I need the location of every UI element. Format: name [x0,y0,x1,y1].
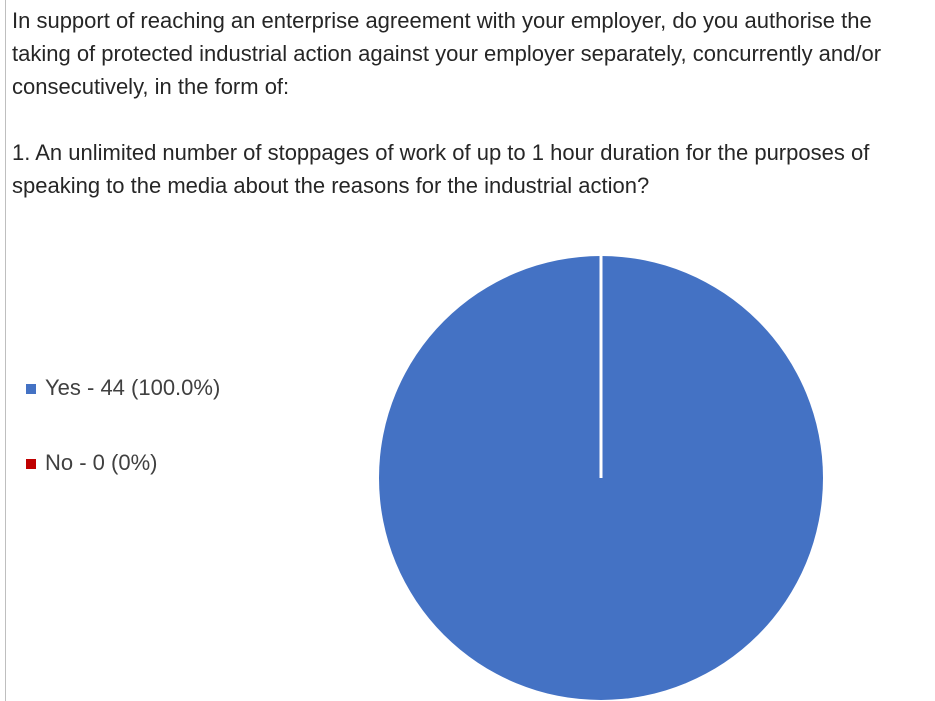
legend-label: No - 0 (0%) [45,450,157,475]
legend-marker [26,384,36,394]
legend-label: Yes - 44 (100.0%) [45,375,220,400]
legend-marker [26,459,36,469]
chart-title: In support of reaching an enterprise agr… [12,8,882,99]
chart-subtitle: 1. An unlimited number of stoppages of w… [12,140,870,198]
frame-border [5,0,6,701]
